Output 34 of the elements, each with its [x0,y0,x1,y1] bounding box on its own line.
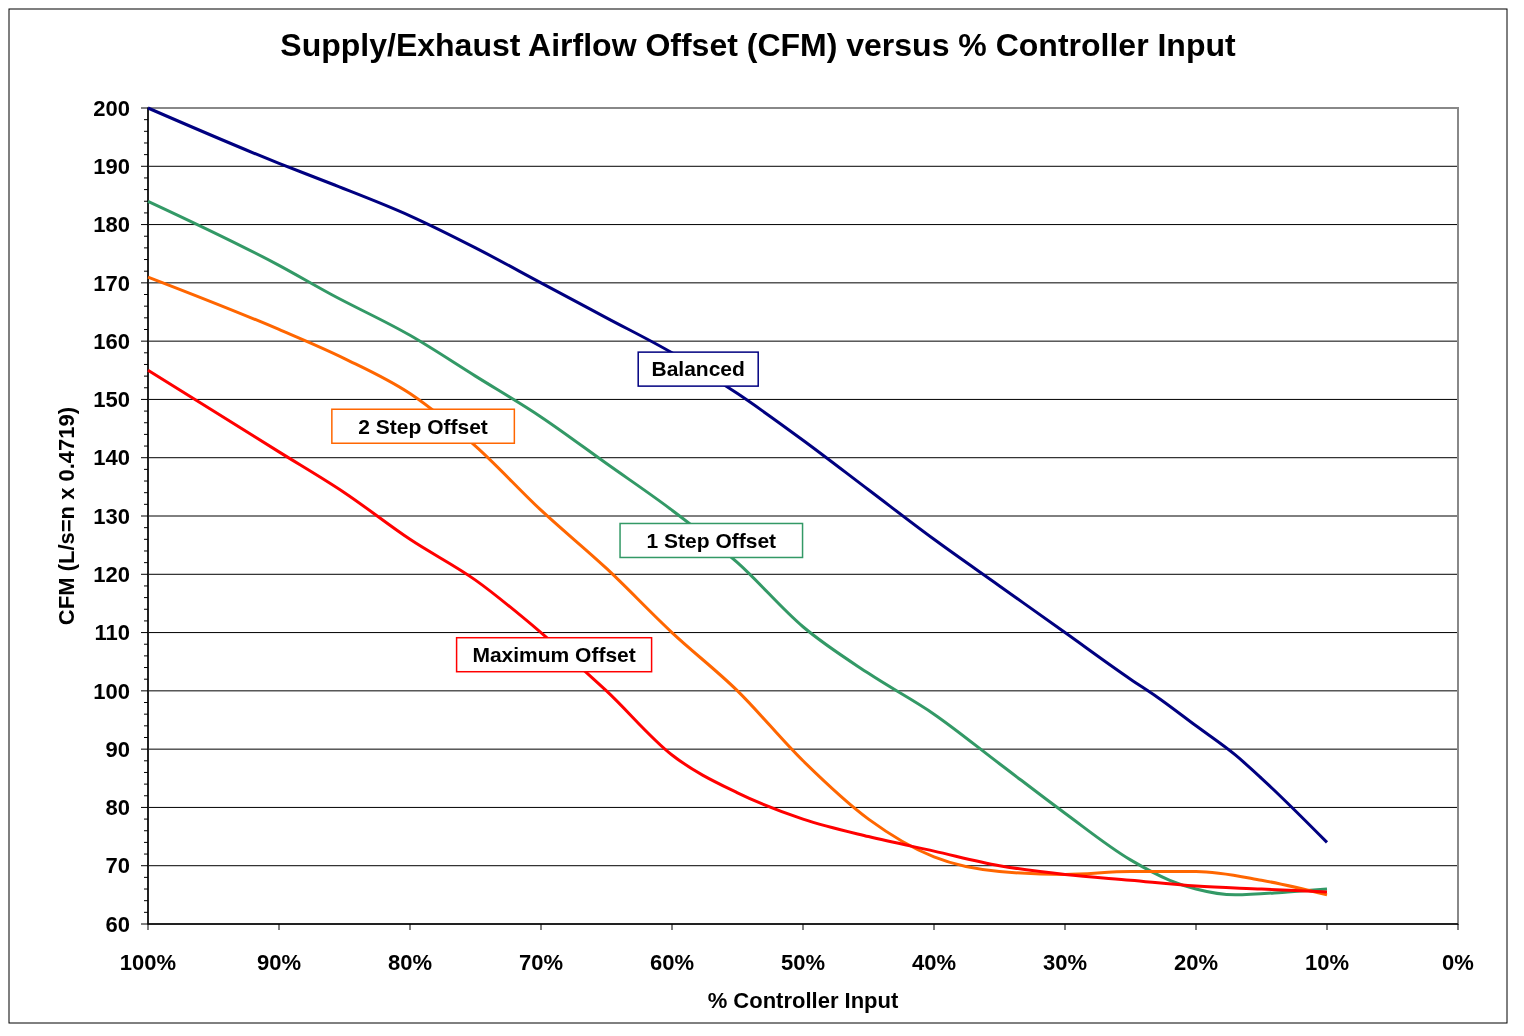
x-tick-label: 40% [911,950,957,975]
y-tick-label: 160 [93,328,130,354]
x-tick-label: 90% [256,950,302,975]
y-tick-label: 190 [93,153,130,179]
x-axis-title: % Controller Input [707,988,899,1013]
y-tick-label: 100 [93,678,130,704]
x-tick-label: 60% [649,950,695,975]
y-tick-label: 60 [105,911,130,937]
line-series [146,106,1329,844]
x-tick-label: 10% [1304,950,1350,975]
y-tick-label: 170 [93,270,130,296]
y-tick-label: 140 [93,445,130,471]
y-tick-label: 70 [105,853,130,879]
series-label: 2 Step Offset [358,414,488,438]
y-tick-label: 110 [94,620,130,646]
y-tick-label: 90 [105,736,130,762]
x-tick-label: 20% [1173,950,1219,975]
x-tick-label: 30% [1042,950,1088,975]
x-tick-label: 100% [119,950,177,975]
y-tick-label: 80 [105,795,130,821]
y-tick-label: 180 [93,212,130,238]
y-tick-label: 200 [93,95,130,121]
y-tick-label: 120 [93,561,130,587]
x-tick-label: 80% [387,950,433,975]
y-axis-title: CFM (L/s=n x 0.4719) [54,406,79,626]
x-tick-label: 50% [780,950,826,975]
series-label: Balanced [651,357,745,381]
series-label: Maximum Offset [472,643,636,667]
x-tick-label: 0% [1442,950,1474,975]
chart-title: Supply/Exhaust Airflow Offset (CFM) versus % Controller Input [280,27,1237,63]
series-label: 1 Step Offset [646,528,777,552]
y-tick-label: 130 [93,503,130,529]
y-tick-label: 150 [93,387,130,413]
x-tick-label: 70% [518,950,564,975]
